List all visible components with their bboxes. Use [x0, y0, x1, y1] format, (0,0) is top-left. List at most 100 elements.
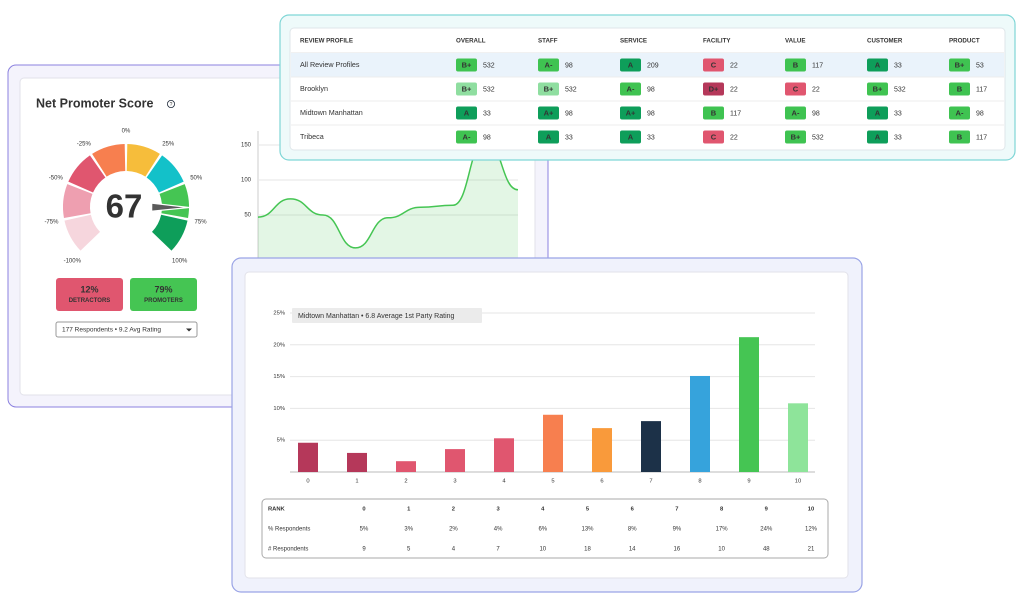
count: 532 — [894, 86, 906, 93]
profile-name[interactable]: Brooklyn — [300, 84, 328, 93]
grade-badge — [867, 106, 888, 120]
count: 22 — [730, 134, 738, 141]
gauge-segment — [146, 155, 184, 193]
bar — [298, 442, 318, 472]
grade-badge — [538, 82, 559, 96]
grade-badge — [867, 82, 888, 96]
bar — [739, 337, 759, 472]
help-icon-text: ? — [170, 102, 173, 108]
grade: B — [793, 60, 799, 69]
gauge-tick-label: 0% — [122, 129, 131, 135]
grade-badge — [703, 82, 724, 96]
dropdown[interactable] — [55, 321, 198, 338]
rank-cell: 4 — [452, 547, 456, 553]
count: 98 — [647, 86, 655, 93]
gauge-segment — [63, 184, 93, 218]
gauge-segment — [92, 144, 126, 177]
count: 532 — [483, 86, 495, 93]
grade-badge — [620, 130, 641, 144]
column-header: VALUE — [785, 38, 806, 45]
gauge-segment — [151, 214, 188, 251]
detractors-percent: 12% — [80, 284, 98, 294]
grade-badge — [620, 82, 641, 96]
grade: A — [875, 132, 881, 141]
grade-badge — [785, 82, 806, 96]
grade: A — [875, 108, 881, 117]
bar-panel: 5%10%15%20%25% Midtown Manhattan • 6.8 Av… — [231, 257, 863, 593]
rank-header: 9 — [765, 507, 769, 513]
grade: B+ — [544, 84, 554, 93]
count: 22 — [812, 86, 820, 93]
detractors-box — [56, 278, 123, 311]
grade: A+ — [626, 108, 636, 117]
profile-name[interactable]: All Review Profiles — [300, 60, 360, 69]
detractors-label: DETRACTORS — [69, 298, 111, 304]
rank-header: 6 — [631, 507, 635, 513]
rank-header: 1 — [407, 507, 411, 513]
rank-cell: 24% — [760, 527, 773, 533]
y-tick-label: 150 — [241, 143, 252, 149]
rank-cell: 48 — [763, 547, 770, 553]
gauge-segment — [64, 214, 101, 251]
grade-badge — [620, 106, 641, 120]
count: 98 — [565, 62, 573, 69]
promoters-label: PROMOTERS — [144, 298, 183, 304]
grade-badge — [703, 58, 724, 72]
grade: A- — [792, 108, 800, 117]
grade-badge — [785, 106, 806, 120]
y-tick-label: 20% — [273, 342, 285, 348]
grade: A — [628, 60, 634, 69]
column-header: SERVICE — [620, 38, 647, 45]
y-tick-label: 10% — [273, 406, 285, 412]
count: 98 — [483, 134, 491, 141]
y-tick-label: 15% — [273, 374, 285, 380]
gauge-tick-label: 50% — [190, 175, 203, 181]
annotation: Midtown Manhattan • 6.8 Average 1st Part… — [298, 313, 455, 320]
rank-header: 3 — [496, 507, 500, 513]
grade-badge — [703, 106, 724, 120]
x-tick-label: 2 — [404, 479, 407, 485]
grade: D+ — [709, 84, 719, 93]
count: 117 — [730, 110, 741, 117]
grade: B+ — [955, 60, 965, 69]
grade: A- — [545, 60, 553, 69]
rank-cell: 12% — [805, 527, 818, 533]
rank-header: 5 — [586, 507, 590, 513]
count: 33 — [894, 110, 902, 117]
gauge-segment — [68, 155, 106, 193]
gauge-value: 67 — [106, 188, 143, 225]
profile-name[interactable]: Tribeca — [300, 132, 324, 141]
y-tick-label: 25% — [273, 311, 285, 317]
column-header: STAFF — [538, 38, 558, 45]
grade-badge — [538, 130, 559, 144]
grade-badge — [538, 106, 559, 120]
gauge-tick-label: -25% — [77, 141, 92, 147]
y-tick-label: 100 — [241, 178, 252, 184]
column-header: CUSTOMER — [867, 38, 903, 45]
dropdown-caret — [186, 328, 192, 332]
gauge-segment — [126, 144, 160, 177]
bar — [788, 403, 808, 472]
grade-badge — [456, 58, 477, 72]
grade-badge — [949, 58, 970, 72]
rank-cell: 13% — [581, 527, 594, 533]
count: 53 — [976, 62, 984, 69]
bar — [641, 421, 661, 472]
rank-cell: 2% — [449, 527, 458, 533]
rank-cell: 3% — [404, 527, 413, 533]
count: 532 — [812, 134, 824, 141]
rank-cell: 16 — [674, 547, 681, 553]
profile-name[interactable]: Midtown Manhattan — [300, 108, 363, 117]
gauge-tick-label: 100% — [172, 258, 188, 264]
grade: B — [711, 108, 717, 117]
column-header: OVERALL — [456, 38, 486, 45]
count: 33 — [483, 110, 491, 117]
column-header: PRODUCT — [949, 38, 980, 45]
rank-cell: 6% — [538, 527, 547, 533]
grade: B — [957, 84, 963, 93]
grade: C — [711, 132, 717, 141]
rank-cell: 18 — [584, 547, 591, 553]
rank-header: 10 — [808, 507, 814, 513]
help-icon — [166, 100, 175, 109]
